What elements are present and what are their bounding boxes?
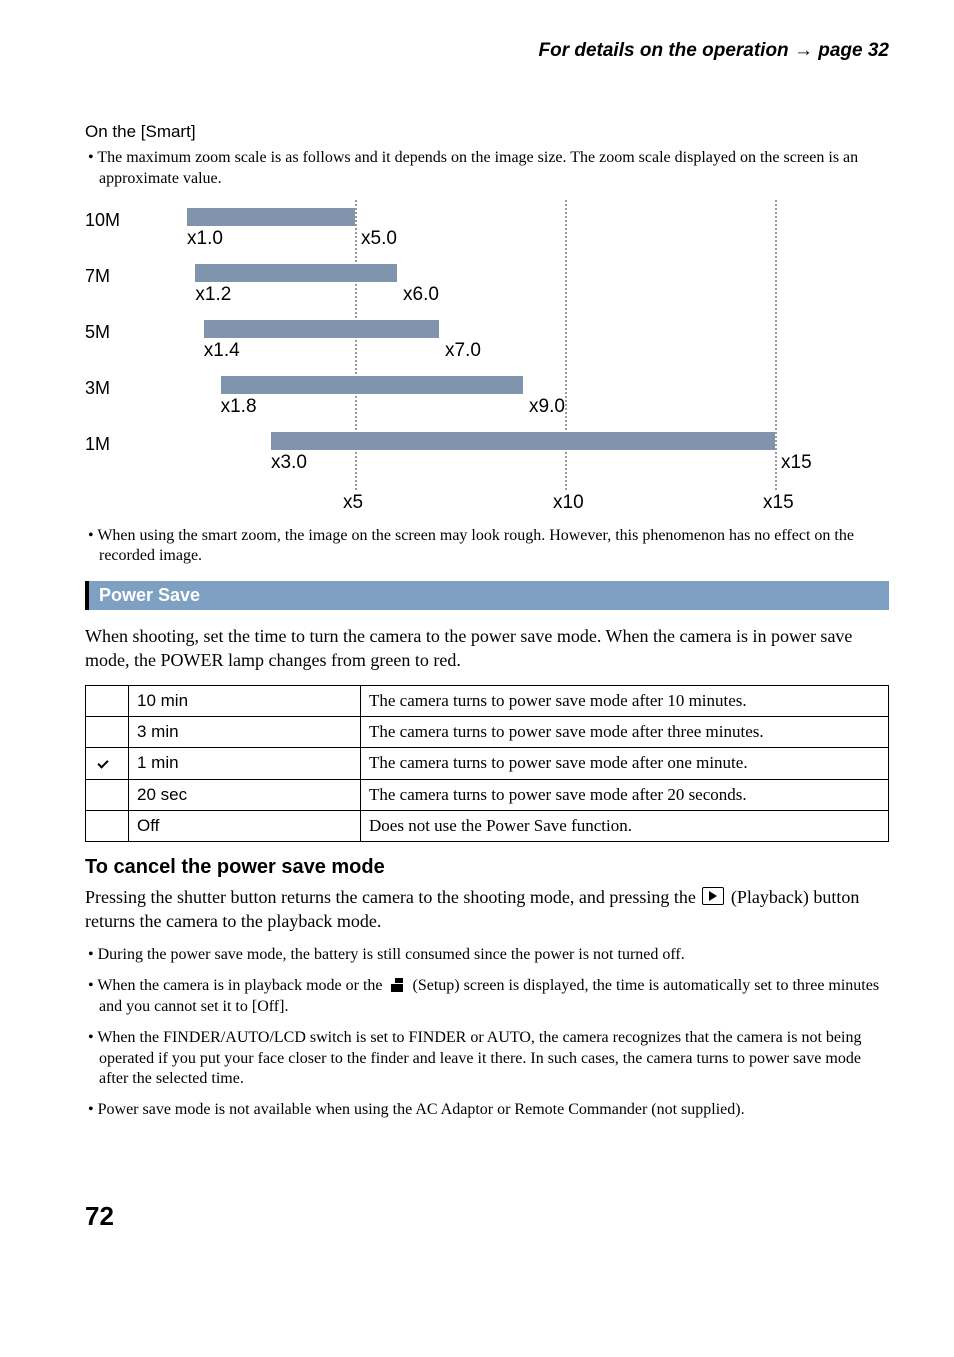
page-number: 72 [85,1201,889,1232]
note-item: Power save mode is not available when us… [85,1100,889,1121]
description-cell: The camera turns to power save mode afte… [361,685,889,716]
chart-ylabel: 5M [85,322,137,343]
description-cell: The camera turns to power save mode afte… [361,747,889,779]
chart-ylabel: 10M [85,210,137,231]
power-save-notes: During the power save mode, the battery … [85,945,889,1121]
chart-ylabel: 3M [85,378,137,399]
option-cell: 20 sec [129,779,361,810]
note-item: When the FINDER/AUTO/LCD switch is set t… [85,1028,889,1090]
chart-ylabel: 1M [85,434,137,455]
bar-end-label: x5.0 [361,228,397,250]
setup-icon [389,978,407,992]
bar-end-label: x15 [781,452,812,474]
bar-start-label: x3.0 [271,452,307,474]
table-row: 3 minThe camera turns to power save mode… [86,716,889,747]
power-save-intro: When shooting, set the time to turn the … [85,624,889,673]
power-save-table: 10 minThe camera turns to power save mod… [85,685,889,842]
chart-bar [221,376,523,394]
table-row: 20 secThe camera turns to power save mod… [86,779,889,810]
table-row: 10 minThe camera turns to power save mod… [86,685,889,716]
on-smart-label: On the [Smart] [85,122,889,142]
chart-xlabel: x15 [763,492,794,514]
chart-row: 1M x3.0 x15 [85,424,885,474]
option-cell: 1 min [129,747,361,779]
bar-end-label: x7.0 [445,340,481,362]
chart-bar [187,208,355,226]
check-icon [99,753,115,769]
option-cell: 10 min [129,685,361,716]
cancel-text: Pressing the shutter button returns the … [85,885,889,934]
playback-icon [702,887,724,905]
smart-zoom-note: When using the smart zoom, the image on … [85,526,889,568]
header-arrow: → [794,40,813,61]
chart-row: 3M x1.8 x9.0 [85,368,885,418]
check-cell [86,716,129,747]
description-cell: The camera turns to power save mode afte… [361,779,889,810]
check-cell [86,779,129,810]
chart-xlabel: x10 [553,492,584,514]
bar-end-label: x6.0 [403,284,439,306]
chart-row: 5M x1.4 x7.0 [85,312,885,362]
table-row: OffDoes not use the Power Save function. [86,810,889,841]
header-text: For details on the operation [538,40,788,61]
description-cell: The camera turns to power save mode afte… [361,716,889,747]
note-text-pre: When the camera is in playback mode or t… [97,977,386,994]
note-item: When the camera is in playback mode or t… [85,976,889,1018]
bar-end-label: x9.0 [529,396,565,418]
zoom-scale-chart: 10M x1.0 x5.0 7M x1.2 x6.0 5M x1.4 x7.0 3M x1.8 x9.… [85,200,885,520]
chart-row: 10M x1.0 x5.0 [85,200,885,250]
chart-bar [195,264,397,282]
page-header: For details on the operation → page 32 [85,40,889,62]
cancel-text-1: Pressing the shutter button returns the … [85,887,700,907]
bar-start-label: x1.8 [221,396,257,418]
chart-bar [204,320,439,338]
power-save-heading: Power Save [85,581,889,610]
chart-row: 7M x1.2 x6.0 [85,256,885,306]
description-cell: Does not use the Power Save function. [361,810,889,841]
bar-start-label: x1.4 [204,340,240,362]
bar-start-label: x1.0 [187,228,223,250]
chart-bar [271,432,775,450]
cancel-heading: To cancel the power save mode [85,856,889,879]
option-cell: 3 min [129,716,361,747]
table-row: 1 minThe camera turns to power save mode… [86,747,889,779]
header-page-ref: page 32 [818,40,889,61]
check-cell [86,747,129,779]
bar-start-label: x1.2 [195,284,231,306]
check-cell [86,810,129,841]
note-item: During the power save mode, the battery … [85,945,889,966]
check-cell [86,685,129,716]
on-smart-note: The maximum zoom scale is as follows and… [85,148,889,190]
chart-xlabel: x5 [343,492,363,514]
option-cell: Off [129,810,361,841]
chart-ylabel: 7M [85,266,137,287]
